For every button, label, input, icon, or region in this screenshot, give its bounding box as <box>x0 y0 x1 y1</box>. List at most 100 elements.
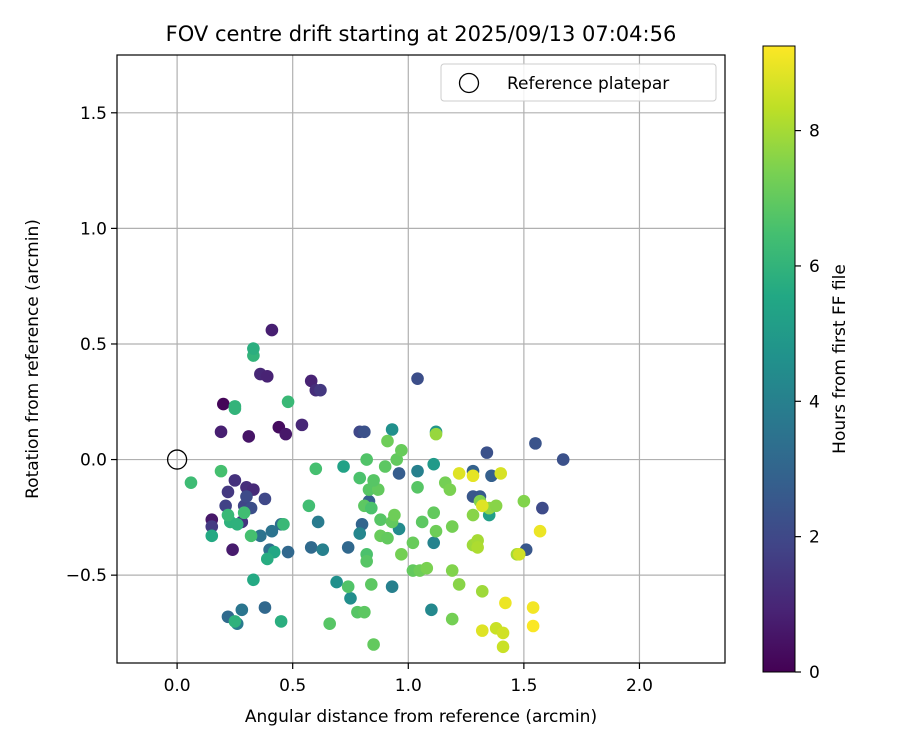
data-point <box>427 506 441 520</box>
data-point <box>221 485 235 499</box>
data-point <box>392 467 406 480</box>
data-point <box>496 640 510 654</box>
data-point <box>281 545 295 559</box>
data-point <box>341 580 355 594</box>
legend-label-reference-platepar: Reference platepar <box>507 74 669 94</box>
data-point <box>217 397 230 411</box>
data-point <box>254 529 267 543</box>
data-point <box>367 638 380 651</box>
data-point <box>533 524 547 538</box>
colorbar-ticks: 0 2 4 6 8 <box>795 122 820 683</box>
data-point <box>235 603 249 617</box>
data-point <box>344 591 357 605</box>
data-point <box>258 601 272 614</box>
x-tick-label: 1.0 <box>395 676 422 696</box>
y-axis-title: Rotation from reference (arcmin) <box>23 219 43 499</box>
data-point <box>489 499 503 513</box>
data-point <box>337 460 350 473</box>
data-point <box>529 437 542 450</box>
data-point <box>427 457 441 471</box>
data-point <box>526 601 540 614</box>
data-point <box>353 471 367 485</box>
data-point <box>526 619 540 633</box>
x-tick-label: 1.5 <box>510 676 537 696</box>
data-point <box>445 612 459 626</box>
data-point <box>494 467 508 480</box>
data-point <box>230 517 244 531</box>
chart-title: FOV centre drift starting at 2025/09/13 … <box>166 22 677 46</box>
data-point <box>415 515 429 529</box>
legend-marker-circle <box>458 72 480 94</box>
y-axis-ticks: −0.5 0.0 0.5 1.0 1.5 <box>66 104 117 586</box>
y-tick-label: 0.0 <box>80 451 107 471</box>
data-point <box>205 529 219 543</box>
data-point <box>302 499 316 513</box>
data-point <box>228 474 242 487</box>
data-point <box>388 508 401 522</box>
data-point <box>330 575 343 589</box>
data-point <box>295 418 309 432</box>
data-point <box>341 541 355 554</box>
data-point <box>309 462 323 476</box>
data-point <box>466 469 480 483</box>
data-points <box>166 323 570 654</box>
data-point <box>385 580 399 594</box>
data-point <box>184 476 198 489</box>
colorbar-tick-label: 0 <box>809 663 820 683</box>
data-point <box>499 596 512 610</box>
colorbar-tick-label: 4 <box>809 392 820 412</box>
data-point <box>556 453 570 466</box>
data-point <box>358 425 371 439</box>
x-tick-label: 0.5 <box>279 676 306 696</box>
data-point <box>364 578 378 591</box>
colorbar-tick-label: 8 <box>809 122 820 142</box>
data-point <box>395 444 408 457</box>
data-point <box>429 427 443 441</box>
data-point <box>411 481 424 494</box>
colorbar: 0 2 4 6 8 Hours from first FF file <box>762 45 850 683</box>
data-point <box>425 603 438 617</box>
data-point <box>475 499 489 513</box>
data-point <box>443 483 457 496</box>
data-point <box>445 564 459 577</box>
data-point <box>265 323 279 337</box>
data-point <box>364 501 378 515</box>
plot-frame <box>116 54 726 664</box>
data-point <box>471 541 484 554</box>
data-point <box>221 508 235 522</box>
data-point <box>279 427 293 441</box>
data-point <box>228 615 242 628</box>
data-point <box>314 383 327 397</box>
data-point <box>427 536 441 550</box>
data-point <box>452 578 466 591</box>
y-tick-label: 0.5 <box>80 335 107 355</box>
data-point <box>260 370 274 383</box>
data-point <box>353 527 367 540</box>
colorbar-title: Hours from first FF file <box>830 264 850 454</box>
legend: Reference platepar <box>440 63 717 102</box>
data-point <box>536 501 549 515</box>
data-point <box>385 423 399 436</box>
data-point <box>323 617 336 630</box>
data-point <box>244 529 258 543</box>
data-point <box>429 524 443 538</box>
data-point <box>226 543 239 557</box>
data-point <box>367 474 380 487</box>
data-point <box>411 372 424 385</box>
data-point <box>395 548 408 561</box>
data-point <box>205 520 219 533</box>
data-point <box>512 548 526 561</box>
reference-platepar-marker <box>166 449 188 470</box>
data-point <box>360 554 373 568</box>
data-point <box>304 541 318 554</box>
data-point <box>378 460 392 473</box>
y-tick-label: 1.0 <box>80 219 107 239</box>
y-tick-label: 1.5 <box>80 104 107 124</box>
data-point <box>381 531 394 545</box>
x-axis-title: Angular distance from reference (arcmin) <box>245 707 597 727</box>
data-point <box>242 430 256 443</box>
colorbar-gradient <box>762 45 796 673</box>
data-point <box>374 513 387 526</box>
data-point <box>466 508 480 522</box>
